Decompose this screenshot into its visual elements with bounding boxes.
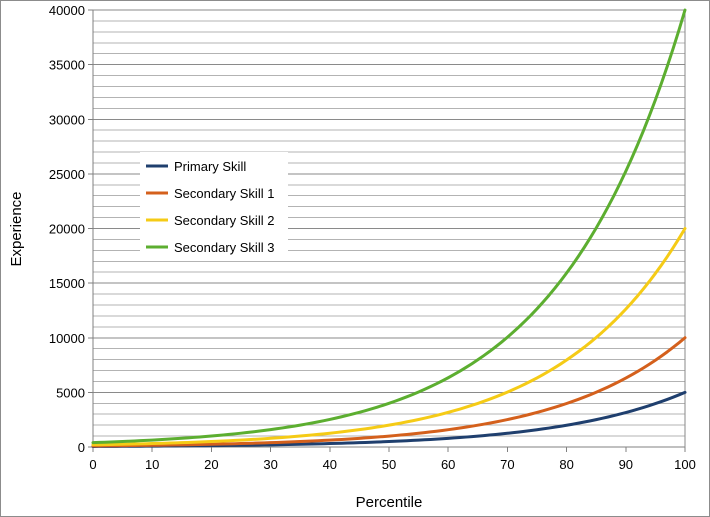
- y-axis-title: Experience: [8, 191, 25, 266]
- series-lines: [91, 8, 687, 448]
- series-line-1: [91, 336, 687, 448]
- x-tick-label: 100: [674, 457, 696, 472]
- y-tick-label: 0: [78, 440, 85, 455]
- y-tick-label: 5000: [56, 385, 85, 400]
- x-axis-title: Percentile: [356, 494, 423, 511]
- legend: Primary Skill Secondary Skill 1 Secondary …: [140, 152, 288, 261]
- x-tick-label: 60: [441, 457, 455, 472]
- x-tick-label: 50: [382, 457, 396, 472]
- x-tick-label: 40: [323, 457, 337, 472]
- y-tick-label: 25000: [49, 167, 85, 182]
- x-tick-label: 90: [619, 457, 633, 472]
- legend-label: Secondary Skill 2: [174, 213, 274, 228]
- x-tick-label: 80: [559, 457, 573, 472]
- x-tick-label: 10: [145, 457, 159, 472]
- y-tick-label: 30000: [49, 112, 85, 127]
- y-tick-label: 10000: [49, 331, 85, 346]
- y-tick-label: 15000: [49, 276, 85, 291]
- legend-label: Secondary Skill 1: [174, 186, 274, 201]
- y-tick-label: 20000: [49, 222, 85, 237]
- series-line-3: [91, 8, 687, 445]
- y-tick-label: 40000: [49, 3, 85, 18]
- series-line-2: [91, 227, 687, 447]
- x-tick-label: 30: [263, 457, 277, 472]
- legend-box: [140, 152, 288, 261]
- y-tick-label: 35000: [49, 58, 85, 73]
- legend-label: Primary Skill: [174, 159, 246, 174]
- x-tick-label: 70: [500, 457, 514, 472]
- legend-label: Secondary Skill 3: [174, 240, 274, 255]
- x-tick-label: 0: [89, 457, 96, 472]
- x-tick-label: 20: [204, 457, 218, 472]
- axes: 0 5000 10000 15000 20000 25000 30000 35000 40000…: [49, 3, 696, 472]
